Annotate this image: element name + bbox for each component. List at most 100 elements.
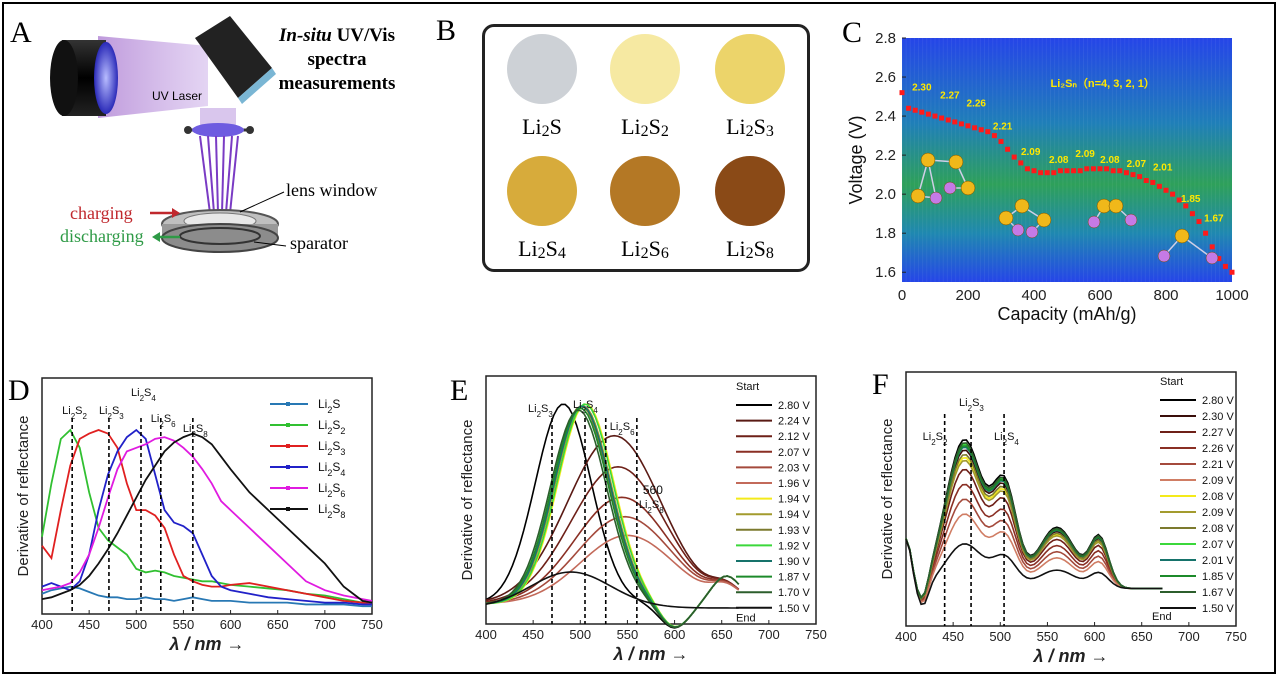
series-line: [41, 429, 373, 606]
label-part: 2: [159, 420, 164, 429]
x-tick-label: 600: [1087, 287, 1112, 304]
x-tick-label: 0: [898, 287, 906, 304]
panel-letter-b: B: [436, 14, 457, 47]
voltage-annotation: 2.09: [1021, 147, 1041, 158]
x-axis-label: λ / nm →: [1032, 646, 1108, 666]
sulfur-atom: [1108, 198, 1124, 214]
legend-label: 2.24 V: [778, 416, 810, 428]
voltage-annotation: 2.09: [1075, 149, 1095, 160]
x-tick-label: 700: [1178, 629, 1200, 644]
x-tick-label: 700: [758, 627, 780, 642]
data-point: [1176, 197, 1182, 203]
voltage-annotation: 2.26: [967, 98, 987, 109]
label-part: Li: [131, 387, 140, 399]
separator-label: sparator: [290, 233, 348, 253]
legend-label: Li2S: [318, 397, 340, 415]
label-part: Li: [151, 413, 160, 425]
data-point: [1057, 168, 1063, 174]
data-point: [925, 111, 931, 117]
x-tick-label: 500: [569, 627, 591, 642]
data-point: [965, 123, 971, 129]
label-part: 8: [203, 430, 208, 439]
label-part: S: [332, 460, 340, 474]
lithium-atom: [1011, 223, 1025, 237]
data-point: [1084, 166, 1090, 172]
x-tick-label: 450: [78, 617, 100, 632]
label-part: 2: [647, 506, 652, 515]
label-part: 3: [340, 447, 345, 457]
legend-label: 2.21 V: [1202, 459, 1234, 471]
series-line: [485, 403, 740, 629]
data-point: [932, 113, 938, 119]
x-tick-label: 600: [220, 617, 242, 632]
y-axis-label: Derivative of reflectance: [879, 419, 896, 580]
label-part: 2: [327, 447, 332, 457]
panel-letter-a: A: [10, 16, 32, 49]
y-tick-label: 2.8: [875, 30, 896, 47]
data-point: [1031, 168, 1037, 174]
label-part: Li: [994, 431, 1003, 443]
label-part: 3: [979, 404, 984, 413]
data-point: [1005, 146, 1011, 152]
data-point: [1038, 170, 1044, 176]
label-part: 2: [931, 438, 936, 447]
legend-label: 2.08 V: [1202, 491, 1234, 503]
light-rays: [199, 135, 239, 214]
legend-label: 2.30 V: [1202, 411, 1234, 423]
legend-label: 1.67 V: [1202, 587, 1234, 599]
data-point: [1209, 244, 1215, 250]
data-point: [1064, 168, 1070, 174]
series-line: [41, 432, 373, 604]
sulfur-atom: [1014, 198, 1030, 214]
label-part: Li: [318, 418, 327, 432]
peak-label: Li2S3: [959, 397, 984, 413]
panel-letter-c: C: [842, 16, 863, 49]
data-point: [991, 133, 997, 139]
y-axis-label: Voltage (V): [846, 115, 866, 204]
label-part: 2: [943, 438, 948, 447]
label-part: 2: [327, 468, 332, 478]
label-part: 3: [548, 410, 553, 419]
mirror: [195, 16, 272, 98]
sulfur-atom: [910, 188, 926, 204]
label-part: Li: [99, 405, 108, 417]
legend-label: 1.50 V: [778, 603, 810, 615]
legend-label: 2.80 V: [778, 400, 810, 412]
legend-label: 2.27 V: [1202, 427, 1234, 439]
legend-label: 1.96 V: [778, 478, 810, 490]
x-tick-label: 750: [361, 617, 383, 632]
data-point: [1024, 166, 1030, 172]
lithium-atom: [1124, 213, 1138, 227]
separator-leader: [253, 241, 287, 247]
data-point: [1051, 170, 1057, 176]
label-part: S: [332, 439, 340, 453]
data-point: [1183, 203, 1189, 209]
y-tick-label: 2.4: [875, 108, 896, 125]
voltage-annotation: 2.07: [1127, 159, 1147, 170]
swatch-li2s4: [507, 156, 577, 226]
series-line: [485, 465, 740, 603]
label-part: S: [164, 413, 171, 425]
legend-marker: [286, 465, 290, 469]
charging-arrowhead: [172, 208, 180, 218]
label-part: 2: [191, 430, 196, 439]
legend-marker: [286, 507, 290, 511]
data-point: [1137, 174, 1143, 180]
swatch-li2s3: [715, 34, 785, 104]
legend-label: 1.85 V: [1202, 571, 1234, 583]
x-tick-label: 650: [711, 627, 733, 642]
legend-label: Li2S4: [318, 460, 345, 478]
peak-label: Li2S4: [131, 387, 156, 403]
label-part: S: [332, 502, 340, 516]
label-part: 2: [327, 426, 332, 436]
lens-window-label: lens window: [286, 180, 378, 200]
label-part: 2: [618, 428, 623, 437]
peak-label: Li2S3: [528, 403, 553, 419]
sulfur-atom: [948, 154, 964, 170]
sulfur-atom: [960, 180, 976, 196]
legend-label: 1.50 V: [1202, 603, 1234, 615]
voltage-annotation: 1.85: [1181, 194, 1201, 205]
data-point: [1229, 269, 1235, 275]
series-line: [905, 539, 1163, 606]
x-tick-label: 400: [895, 629, 917, 644]
